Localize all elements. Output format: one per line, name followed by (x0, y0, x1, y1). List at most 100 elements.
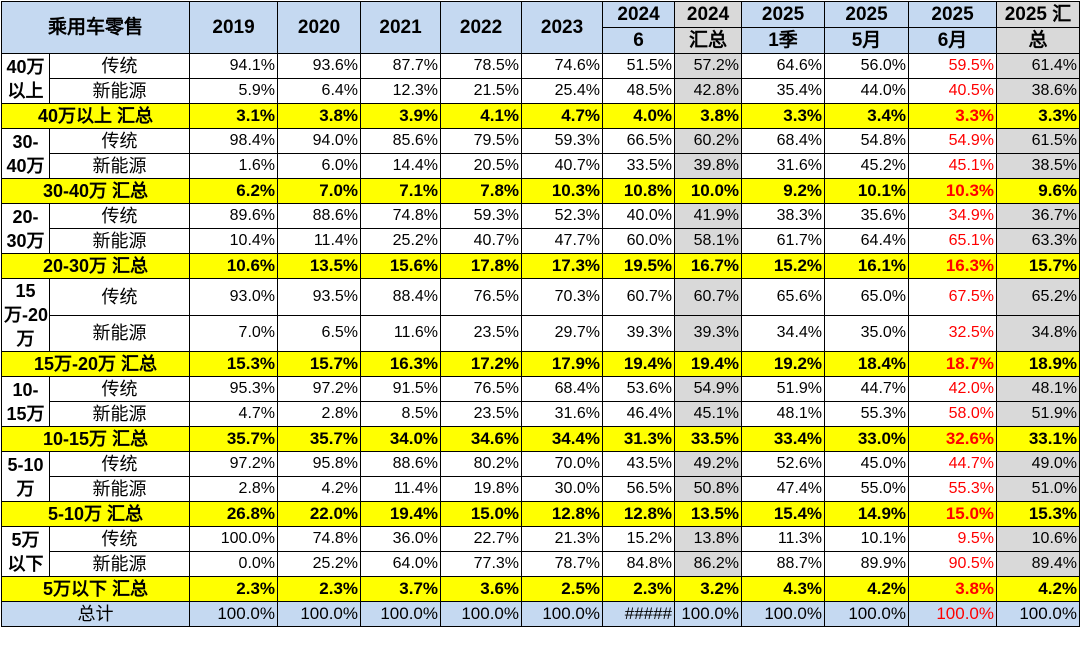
col-header-2019: 2019 (189, 1, 279, 54)
total-value-cell: 100.0% (277, 601, 362, 627)
value-cell: 40.7% (521, 153, 604, 179)
summary-value-cell: 15.0% (440, 501, 523, 527)
value-cell: 36.7% (996, 203, 1080, 229)
value-cell: 42.8% (674, 78, 743, 104)
segment-label: 30-40万 (1, 128, 50, 179)
table-row: 15万-20万 传统 93.0% 93.5% 88.4% 76.5% 70.3% 60.7% 6… (1, 278, 1080, 352)
value-cell: 19.8% (440, 476, 523, 502)
summary-value-cell: 16.3% (908, 253, 998, 279)
value-cell: 23.5% (440, 314, 523, 352)
summary-value-cell: 14.9% (824, 501, 910, 527)
value-cell: 94.0% (277, 128, 362, 154)
value-cell: 77.3% (440, 551, 523, 577)
value-cell: 14.4% (360, 153, 442, 179)
summary-value-cell: 10.0% (674, 178, 743, 204)
value-cell: 76.5% (440, 278, 523, 316)
summary-value-cell: 15.7% (277, 351, 362, 377)
value-cell: 67.5% (908, 278, 998, 316)
powertrain-label: 新能源 (48, 476, 191, 502)
value-cell: 42.0% (908, 376, 998, 402)
value-cell: 25.4% (521, 78, 604, 104)
summary-row: 15万-20万 汇总 15.3% 15.7% 16.3% 17.2% 17.9% 19.4%… (0, 351, 1080, 377)
total-value-cell: 100.0% (189, 601, 279, 627)
total-value-cell: 100.0% (741, 601, 826, 627)
value-cell: 45.1% (674, 401, 743, 427)
value-cell: 79.5% (440, 128, 523, 154)
summary-value-cell: 34.0% (360, 426, 442, 452)
value-cell: 59.5% (908, 53, 998, 79)
value-cell: 74.8% (360, 203, 442, 229)
value-cell: 74.6% (521, 53, 604, 79)
value-cell: 22.7% (440, 526, 523, 552)
table-row: 新能源 7.0% 6.5% 11.6% 23.5% 29.7% 39.3% 39.3% 34.4… (2, 314, 1080, 352)
summary-value-cell: 22.0% (277, 501, 362, 527)
value-cell: 34.4% (741, 314, 826, 352)
value-cell: 54.8% (824, 128, 910, 154)
value-cell: 87.7% (360, 53, 442, 79)
table-row: 新能源 10.4% 11.4% 25.2% 40.7% 47.7% 60.0% 58.1% 61… (2, 228, 1080, 254)
value-cell: 55.3% (824, 401, 910, 427)
value-cell: 39.3% (674, 314, 743, 352)
powertrain-label: 传统 (48, 526, 191, 552)
value-cell: 49.0% (996, 451, 1080, 477)
summary-value-cell: 17.9% (521, 351, 604, 377)
summary-value-cell: 18.9% (996, 351, 1080, 377)
value-cell: 2.8% (277, 401, 362, 427)
col-header-2021: 2021 (360, 1, 442, 54)
table-row: 新能源 5.9% 6.4% 12.3% 21.5% 25.4% 48.5% 42.8% 35.4… (2, 78, 1080, 104)
summary-value-cell: 7.0% (277, 178, 362, 204)
value-cell: 93.5% (277, 278, 362, 316)
value-cell: 45.0% (824, 451, 910, 477)
table-row: 30-40万 传统 98.4% 94.0% 85.6% 79.5% 59.3% 66.5% 60… (1, 128, 1080, 179)
value-cell: 61.4% (996, 53, 1080, 79)
value-cell: 97.2% (277, 376, 362, 402)
summary-value-cell: 3.6% (440, 576, 523, 602)
value-cell: 53.6% (602, 376, 676, 402)
summary-label: 40万以上 汇总 (0, 103, 191, 129)
value-cell: 56.5% (602, 476, 676, 502)
summary-value-cell: 33.1% (996, 426, 1080, 452)
table-row: 新能源 0.0% 25.2% 64.0% 77.3% 78.7% 84.8% 86.2% 88.… (2, 551, 1080, 577)
value-cell: 65.2% (996, 278, 1080, 316)
powertrain-label: 新能源 (48, 78, 191, 104)
summary-value-cell: 3.8% (674, 103, 743, 129)
value-cell: 46.4% (602, 401, 676, 427)
summary-value-cell: 16.3% (360, 351, 442, 377)
value-cell: 44.0% (824, 78, 910, 104)
col-header-2025-may-period: 5月 (824, 27, 910, 54)
powertrain-label: 新能源 (48, 153, 191, 179)
value-cell: 35.0% (824, 314, 910, 352)
value-cell: 100.0% (189, 526, 279, 552)
value-cell: 85.6% (360, 128, 442, 154)
col-header-2023: 2023 (521, 1, 604, 54)
summary-value-cell: 34.4% (521, 426, 604, 452)
sales-share-table: 乘用车零售 2019 2020 2021 2022 2023 2024 2024… (0, 1, 1080, 627)
summary-value-cell: 15.0% (908, 501, 998, 527)
value-cell: 29.7% (521, 314, 604, 352)
value-cell: 68.4% (741, 128, 826, 154)
summary-value-cell: 13.5% (674, 501, 743, 527)
total-value-cell: 100.0% (360, 601, 442, 627)
table-row: 新能源 2.8% 4.2% 11.4% 19.8% 30.0% 56.5% 50.8% 47.4… (2, 476, 1080, 502)
value-cell: 48.1% (996, 376, 1080, 402)
value-cell: 51.9% (741, 376, 826, 402)
value-cell: 32.5% (908, 314, 998, 352)
value-cell: 6.4% (277, 78, 362, 104)
col-header-2024-6-year: 2024 (602, 1, 676, 28)
value-cell: 89.4% (996, 551, 1080, 577)
powertrain-label: 传统 (48, 278, 191, 316)
col-header-2022: 2022 (440, 1, 523, 54)
summary-value-cell: 4.0% (602, 103, 676, 129)
table-row: 新能源 1.6% 6.0% 14.4% 20.5% 40.7% 33.5% 39.8% 31.6… (2, 153, 1080, 179)
value-cell: 48.1% (741, 401, 826, 427)
value-cell: 51.9% (996, 401, 1080, 427)
summary-value-cell: 2.5% (521, 576, 604, 602)
powertrain-label: 传统 (48, 203, 191, 229)
value-cell: 52.6% (741, 451, 826, 477)
value-cell: 35.6% (824, 203, 910, 229)
summary-value-cell: 33.4% (741, 426, 826, 452)
total-value-cell: 100.0% (521, 601, 604, 627)
summary-value-cell: 19.5% (602, 253, 676, 279)
segment-label: 5-10万 (1, 451, 50, 502)
summary-value-cell: 26.8% (189, 501, 279, 527)
